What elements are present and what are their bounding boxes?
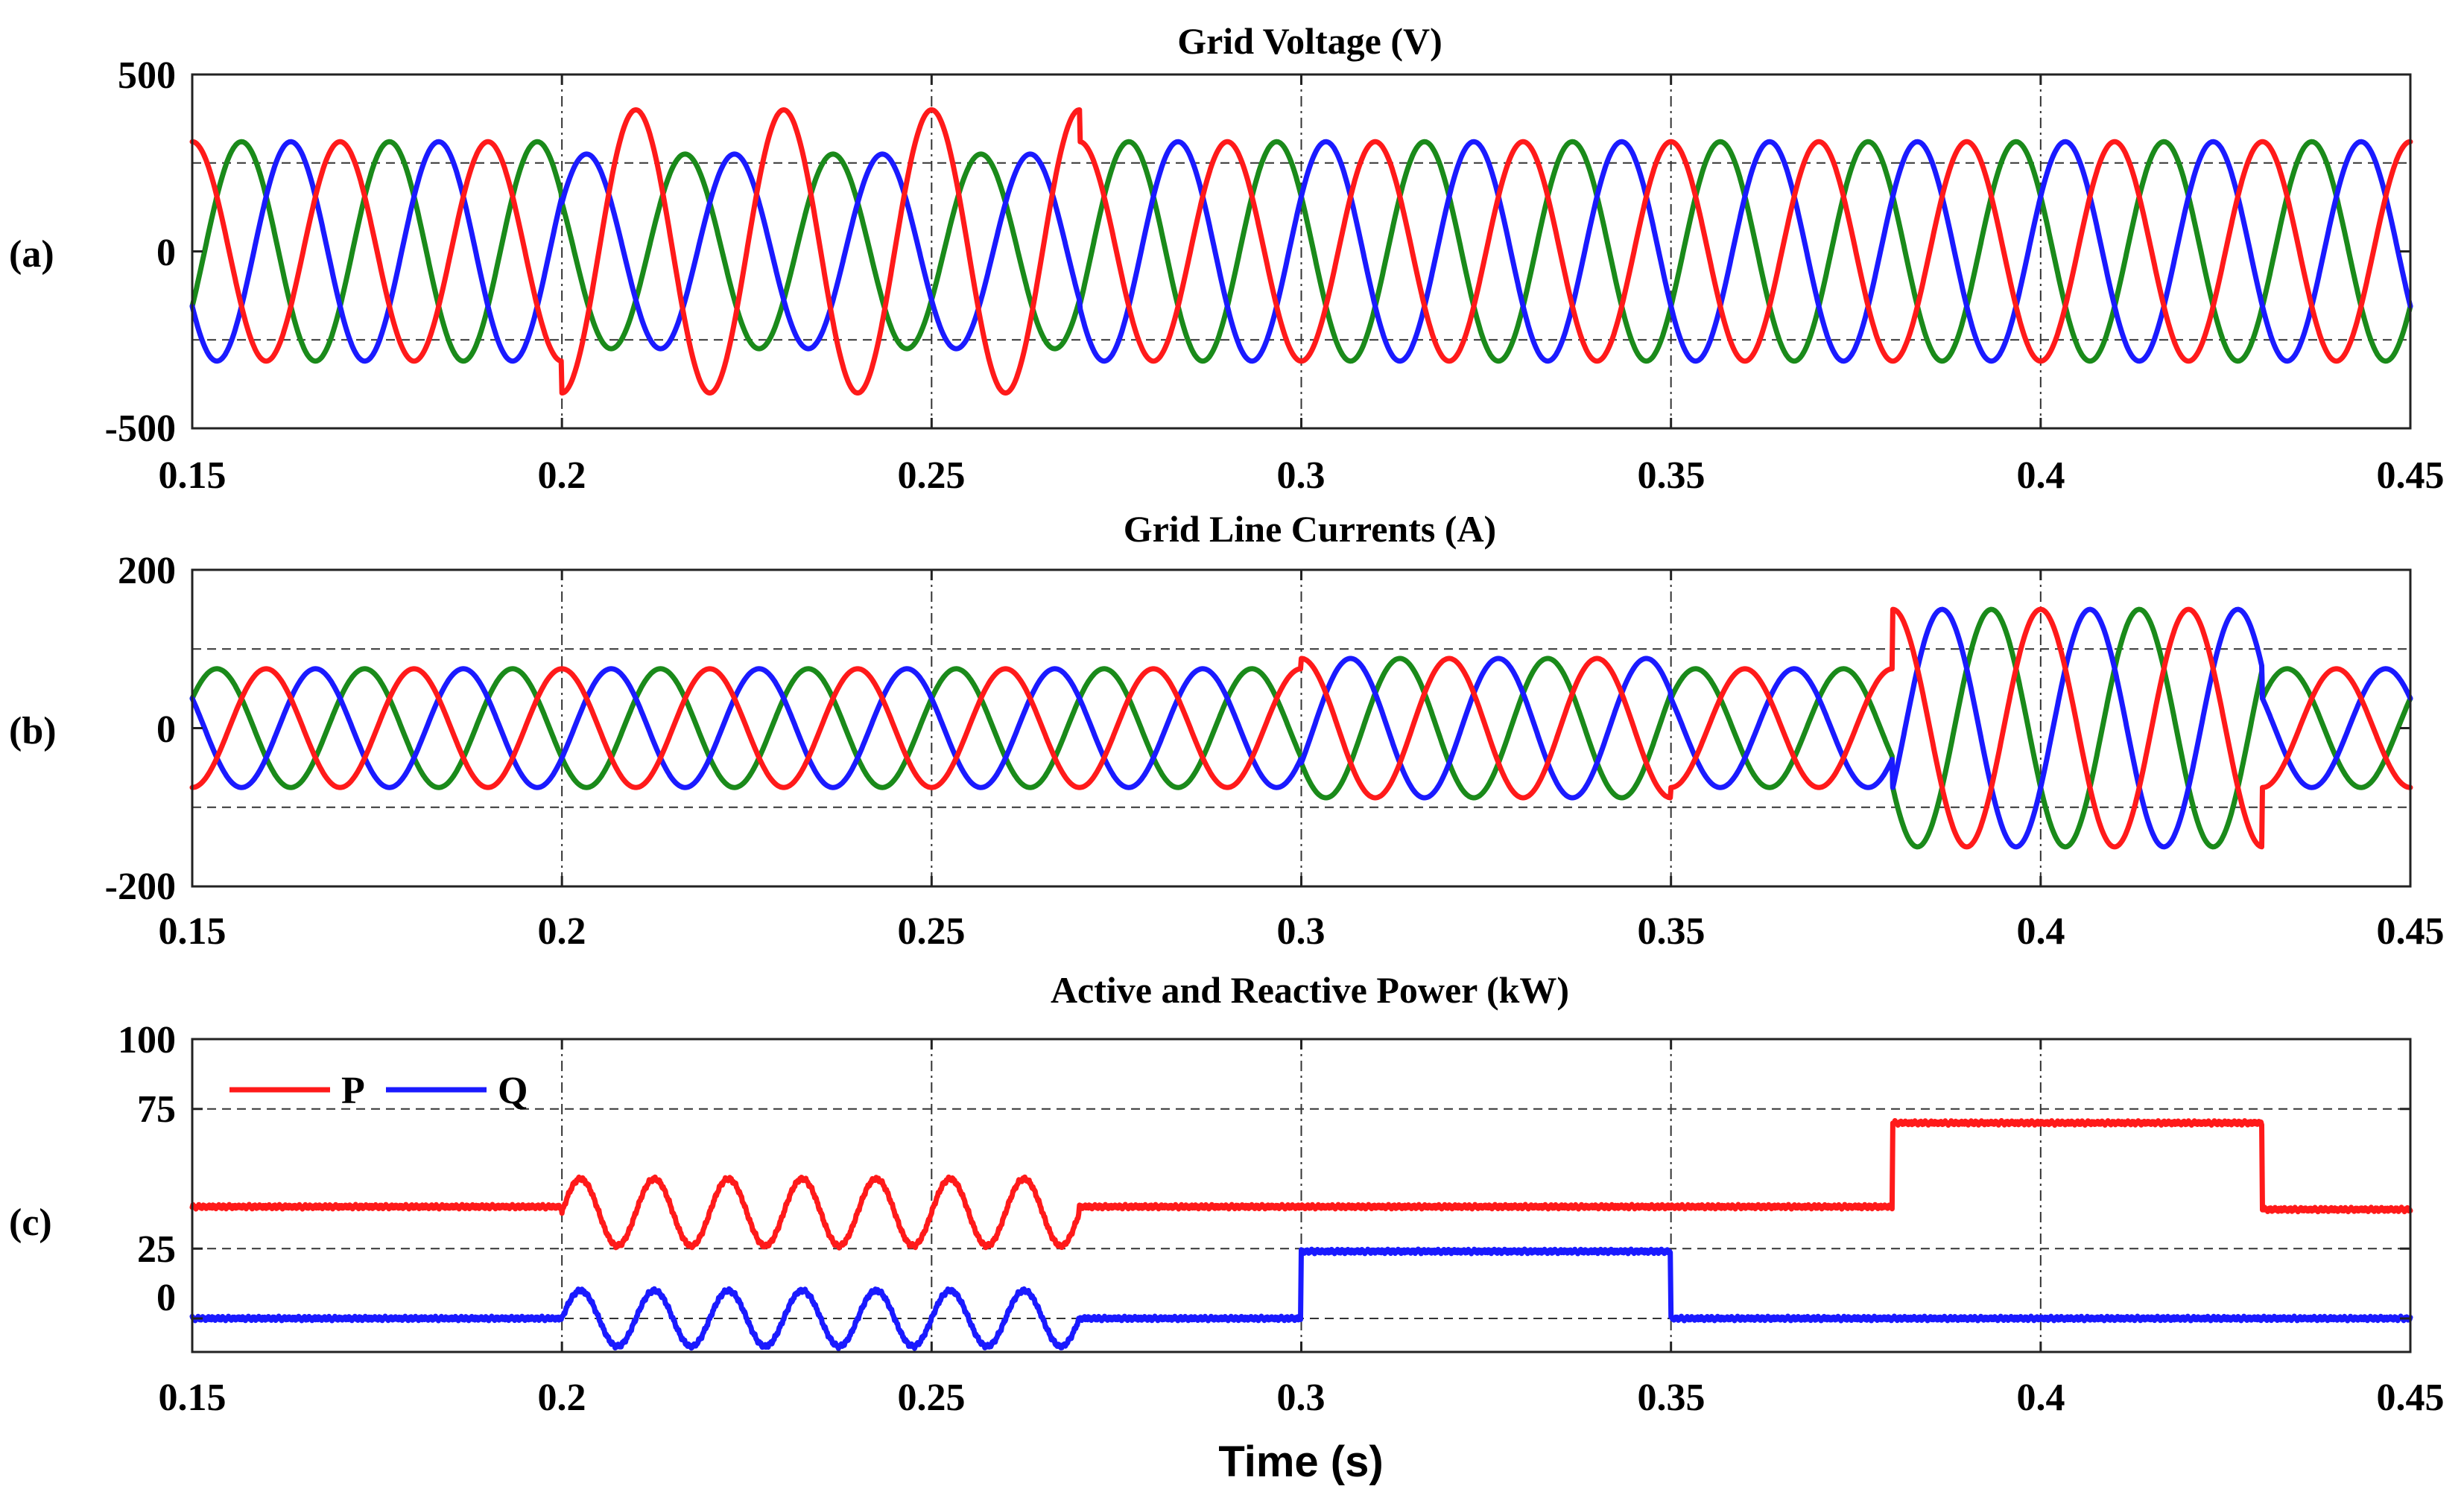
panel-grid-currents: Grid Line Currents (A) (b) 200 0 -200 0.… [9, 508, 2445, 953]
y-tick-label: 25 [137, 1228, 176, 1271]
y-tick-label: -500 [105, 407, 176, 450]
x-tick-label: 0.4 [2017, 910, 2065, 953]
reference-lines [192, 162, 2410, 341]
x-tick-label: 0.35 [1638, 910, 1706, 953]
legend-label-p: P [341, 1070, 365, 1112]
x-tick-label: 0.15 [159, 1377, 227, 1419]
panel-label: (c) [9, 1201, 52, 1244]
x-tick-label: 0.4 [2017, 454, 2065, 497]
panel-title: Grid Voltage (V) [1177, 20, 1442, 62]
x-tick-labels: 0.15 0.2 0.25 0.3 0.35 0.4 0.45 [159, 454, 2445, 497]
y-tick-labels: 200 0 -200 [105, 550, 176, 908]
x-tick-label: 0.15 [159, 910, 227, 953]
legend: P Q [229, 1070, 528, 1112]
y-tick-label: 0 [156, 232, 176, 274]
x-axis-label: Time (s) [1218, 1438, 1383, 1486]
y-tick-label: 0 [156, 708, 176, 751]
tick-marks [191, 1038, 2412, 1352]
traces [189, 606, 2413, 850]
grid-lines [561, 74, 2042, 428]
y-tick-label: -200 [105, 866, 176, 908]
panel-power: Active and Reactive Power (kW) (c) 100 7… [9, 969, 2445, 1419]
panel-label: (a) [9, 233, 54, 276]
x-tick-label: 0.2 [538, 1377, 586, 1419]
x-tick-label: 0.3 [1277, 454, 1326, 497]
panel-title: Active and Reactive Power (kW) [1051, 969, 1569, 1011]
x-tick-label: 0.2 [538, 454, 586, 497]
series-line-phase-blue [189, 139, 2413, 364]
panel-title: Grid Line Currents (A) [1124, 508, 1496, 550]
y-tick-labels: 100 75 25 0 [118, 1019, 176, 1319]
x-tick-label: 0.35 [1638, 454, 1706, 497]
series-line-Q [189, 1246, 2413, 1351]
x-tick-label: 0.15 [159, 454, 227, 497]
x-tick-label: 0.45 [2377, 910, 2445, 953]
panel-grid-voltage: Grid Voltage (V) (a) 500 0 -500 0.15 0.2… [9, 20, 2445, 497]
x-tick-label: 0.2 [538, 910, 586, 953]
series-line-phase-blue [189, 606, 2413, 850]
y-tick-label: 0 [156, 1277, 176, 1319]
x-tick-label: 0.3 [1277, 910, 1326, 953]
y-tick-label: 200 [118, 550, 176, 592]
series-line-phase-red [189, 107, 2413, 396]
x-tick-label: 0.25 [898, 910, 966, 953]
tick-marks [191, 568, 2412, 888]
grid-lines [561, 1039, 2042, 1352]
y-tick-label: 500 [118, 54, 176, 97]
x-tick-labels: 0.15 0.2 0.25 0.3 0.35 0.4 0.45 [159, 1377, 2445, 1419]
x-tick-label: 0.3 [1277, 1377, 1326, 1419]
y-tick-label: 75 [137, 1088, 176, 1131]
x-tick-label: 0.25 [898, 1377, 966, 1419]
x-tick-label: 0.25 [898, 454, 966, 497]
legend-label-q: Q [498, 1070, 528, 1112]
series-line-P [189, 1118, 2413, 1251]
panel-label: (b) [9, 710, 57, 752]
x-tick-label: 0.4 [2017, 1377, 2065, 1419]
traces [189, 1118, 2413, 1351]
grid-lines [561, 570, 2042, 886]
traces [189, 107, 2413, 396]
series-line-phase-red [189, 606, 2413, 850]
x-tick-label: 0.35 [1638, 1377, 1706, 1419]
y-tick-label: 100 [118, 1019, 176, 1061]
x-tick-labels: 0.15 0.2 0.25 0.3 0.35 0.4 0.45 [159, 910, 2445, 953]
reference-lines [192, 648, 2410, 808]
x-tick-label: 0.45 [2377, 454, 2445, 497]
y-tick-labels: 500 0 -500 [105, 54, 176, 450]
x-tick-label: 0.45 [2377, 1377, 2445, 1419]
tick-marks [191, 73, 2412, 430]
